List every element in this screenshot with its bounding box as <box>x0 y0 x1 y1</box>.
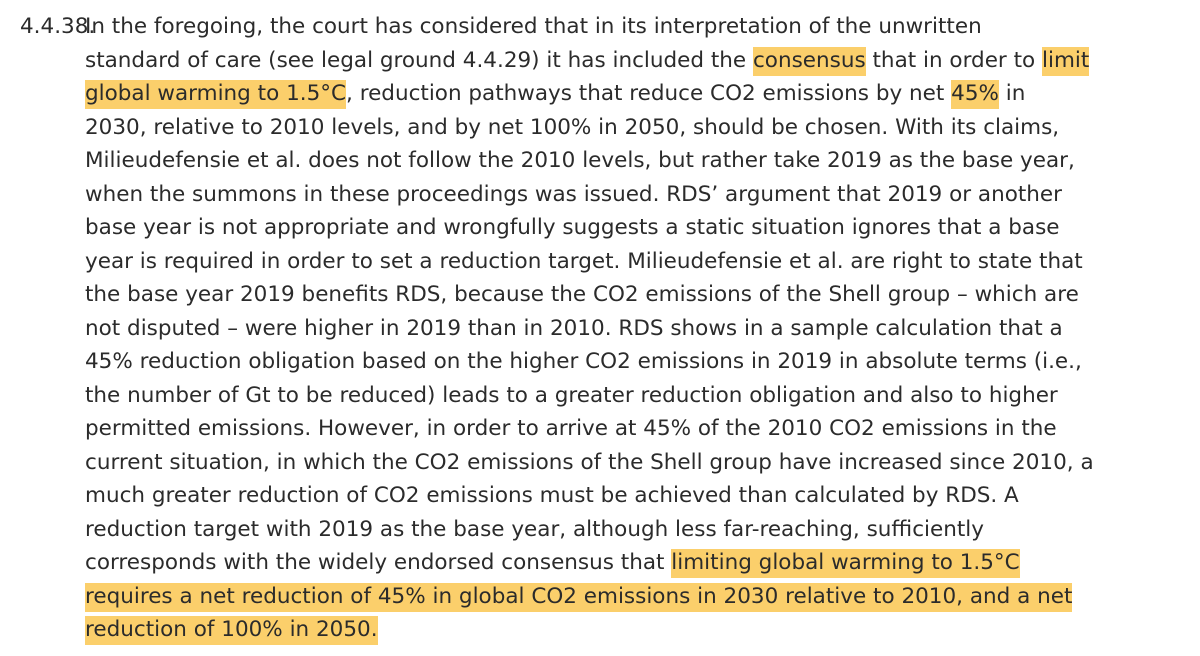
text-segment: not disputed – were higher in 2019 than … <box>85 315 1063 341</box>
paragraph-number: 4.4.38. <box>20 14 96 39</box>
text-line: In the foregoing, the court has consider… <box>85 10 982 44</box>
text-segment: reduction target with 2019 as the base y… <box>85 516 984 542</box>
highlighted-text: 45% <box>951 80 999 109</box>
text-line: requires a net reduction of 45% in globa… <box>85 580 1073 614</box>
text-segment: that in order to <box>865 47 1043 73</box>
text-segment: much greater reduction of CO2 emissions … <box>85 483 1019 508</box>
highlighted-text: consensus <box>752 46 866 76</box>
text-segment: base year is not appropriate and wrongfu… <box>85 215 1060 240</box>
text-segment: Milieudefensie et al. does not follow th… <box>85 148 1075 173</box>
text-segment: the number of Gt to be reduced) leads to… <box>85 382 1058 408</box>
text-line: 45% reduction obligation based on the hi… <box>85 345 1082 379</box>
highlighted-text: limit <box>1042 46 1090 76</box>
text-line: when the summons in these proceedings wa… <box>85 178 1062 212</box>
highlighted-text: requires a net reduction of 45% in globa… <box>85 582 1073 612</box>
text-line: global warming to 1.5°C, reduction pathw… <box>85 77 1025 111</box>
text-line: much greater reduction of CO2 emissions … <box>85 479 1019 513</box>
text-line: the number of Gt to be reduced) leads to… <box>85 379 1058 413</box>
text-line: Milieudefensie et al. does not follow th… <box>85 144 1075 178</box>
text-segment: , reduction pathways that reduce CO2 emi… <box>346 81 952 106</box>
text-line: reduction target with 2019 as the base y… <box>85 513 984 547</box>
text-line: the base year 2019 benefits RDS, because… <box>85 278 1079 312</box>
text-line: not disputed – were higher in 2019 than … <box>85 312 1063 346</box>
highlighted-text: reduction of 100% in 2050. <box>85 616 378 645</box>
text-line: standard of care (see legal ground 4.4.2… <box>85 44 1090 78</box>
text-line: year is required in order to set a reduc… <box>85 245 1083 279</box>
text-line: corresponds with the widely endorsed con… <box>85 546 1020 580</box>
text-segment: 2030, relative to 2010 levels, and by ne… <box>85 114 1060 140</box>
text-segment: corresponds with the widely endorsed con… <box>85 550 672 575</box>
text-line: base year is not appropriate and wrongfu… <box>85 211 1060 245</box>
text-segment: current situation, in which the CO2 emis… <box>85 449 1094 475</box>
text-line: 2030, relative to 2010 levels, and by ne… <box>85 111 1059 145</box>
text-segment: when the summons in these proceedings wa… <box>85 181 1062 207</box>
text-line: permitted emissions. However, in order t… <box>85 412 1057 446</box>
text-line: reduction of 100% in 2050. <box>85 613 378 647</box>
text-segment: In the foregoing, the court has consider… <box>85 14 982 39</box>
text-segment: year is required in order to set a reduc… <box>85 248 1083 274</box>
text-line: current situation, in which the CO2 emis… <box>85 446 1094 480</box>
text-segment: the base year 2019 benefits RDS, because… <box>85 282 1079 307</box>
text-segment: permitted emissions. However, in order t… <box>85 416 1057 441</box>
highlighted-text: limiting global warming to 1.5°C <box>671 549 1020 578</box>
text-segment: 45% reduction obligation based on the hi… <box>85 349 1082 374</box>
text-segment: in <box>998 81 1026 106</box>
text-segment: standard of care (see legal ground 4.4.2… <box>85 47 753 73</box>
highlighted-text: global warming to 1.5°C <box>85 80 347 109</box>
